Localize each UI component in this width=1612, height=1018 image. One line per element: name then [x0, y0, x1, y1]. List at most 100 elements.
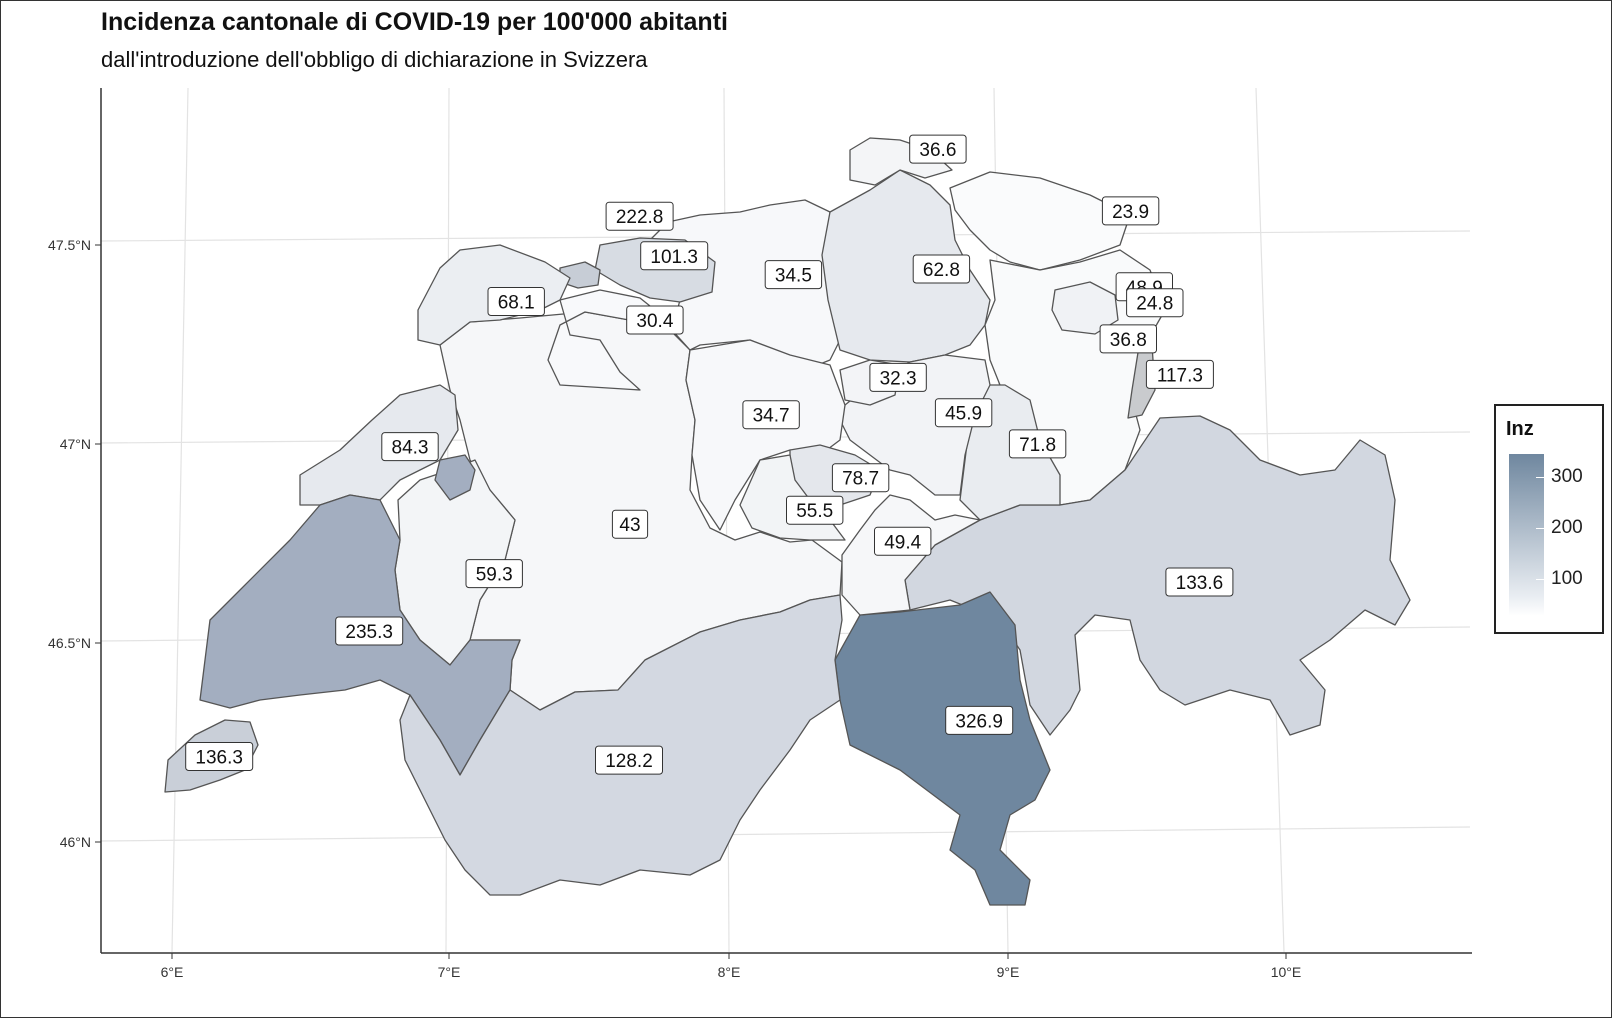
x-tick-label: 7°E — [438, 964, 461, 980]
value-label-box — [626, 305, 684, 335]
value-label-text: 36.6 — [919, 140, 956, 161]
legend-colorbar — [1509, 454, 1544, 616]
value-label-box — [912, 254, 971, 284]
legend-tick-label: 100 — [1551, 568, 1583, 589]
value-label-box — [1099, 324, 1157, 354]
value-label: 235.3 — [335, 616, 404, 646]
value-label: 36.6 — [909, 134, 967, 164]
value-label: 84.3 — [381, 432, 439, 462]
value-label-text: 71.8 — [1019, 435, 1056, 456]
value-label-text: 34.5 — [775, 266, 812, 287]
value-label: 117.3 — [1145, 359, 1214, 389]
legend-tick-mark — [1536, 579, 1544, 580]
value-label-box — [487, 287, 545, 316]
x-tick-label: 6°E — [161, 964, 184, 980]
value-label-box — [1126, 288, 1184, 318]
value-label: 55.5 — [786, 495, 844, 525]
value-label-box — [909, 134, 967, 164]
value-label-box — [1008, 429, 1067, 459]
value-label: 24.8 — [1126, 288, 1184, 318]
legend: Inz 300 200 100 — [1494, 404, 1604, 634]
value-label-box — [934, 398, 993, 428]
value-label: 34.5 — [764, 260, 823, 290]
value-label-box — [764, 260, 823, 290]
canton-lucerne — [685, 339, 846, 531]
value-label-text: 34.7 — [753, 406, 790, 427]
y-tick-label: 47.5°N — [48, 237, 91, 253]
legend-tick-mark — [1536, 528, 1544, 529]
value-label-box — [381, 432, 439, 462]
value-label: 36.8 — [1099, 324, 1157, 354]
value-label: 326.9 — [945, 705, 1014, 735]
value-label: 133.6 — [1165, 567, 1234, 597]
value-label: 23.9 — [1101, 196, 1160, 226]
value-label-text: 326.9 — [955, 711, 1003, 732]
value-label: 59.3 — [465, 559, 523, 589]
legend-title: Inz — [1506, 418, 1534, 440]
value-label: 34.7 — [742, 400, 800, 430]
value-label: 62.8 — [912, 254, 971, 284]
value-label-text: 24.8 — [1136, 294, 1173, 315]
canton-vaud-enclave — [434, 454, 476, 501]
value-labels: 36.6222.8101.323.934.562.868.148.924.830… — [185, 134, 1234, 775]
value-label-text: 32.3 — [880, 368, 917, 389]
value-label-box — [831, 463, 890, 493]
value-label-text: 235.3 — [345, 622, 393, 643]
value-label-box — [1145, 359, 1214, 389]
value-label-text: 78.7 — [842, 469, 879, 490]
x-tick-label: 10°E — [1271, 964, 1302, 980]
value-label-text: 59.3 — [476, 565, 513, 586]
value-label-box — [874, 526, 932, 556]
value-label: 78.7 — [831, 463, 890, 493]
value-label-box — [742, 400, 800, 430]
value-label: 30.4 — [626, 305, 684, 335]
legend-tick-mark — [1536, 477, 1544, 478]
legend-tick-label: 300 — [1551, 466, 1583, 487]
value-label-text: 128.2 — [605, 751, 653, 772]
x-axis-ticks: 6°E 7°E 8°E 9°E 10°E — [161, 953, 1302, 980]
value-label-box — [786, 495, 844, 525]
value-label-text: 84.3 — [392, 438, 429, 459]
map-subtitle: dall'introduzione dell'obbligo di dichia… — [101, 47, 648, 72]
value-label-box — [335, 616, 404, 646]
value-label-text: 45.9 — [945, 404, 982, 425]
canton-thurgau — [949, 171, 1131, 271]
value-label-box — [595, 745, 663, 775]
value-label-box — [611, 509, 649, 539]
value-label: 68.1 — [487, 287, 545, 316]
value-label-box — [945, 705, 1014, 735]
y-tick-label: 46°N — [60, 834, 91, 850]
y-tick-label: 47°N — [60, 436, 91, 452]
value-label: 71.8 — [1008, 429, 1067, 459]
value-label-text: 68.1 — [498, 293, 535, 314]
value-label-box — [605, 201, 674, 231]
value-label-text: 136.3 — [195, 748, 243, 769]
value-label-text: 55.5 — [796, 501, 833, 522]
canton-valais — [399, 594, 843, 896]
value-label-text: 101.3 — [650, 247, 698, 268]
value-label-box — [185, 742, 254, 771]
value-label-text: 49.4 — [884, 532, 921, 553]
value-label-text: 222.8 — [616, 207, 664, 228]
value-label-text: 133.6 — [1176, 573, 1224, 594]
value-label: 101.3 — [640, 241, 709, 271]
value-label-text: 62.8 — [923, 260, 960, 281]
value-label: 222.8 — [605, 201, 674, 231]
value-label: 45.9 — [934, 398, 993, 428]
value-label-text: 23.9 — [1112, 202, 1149, 223]
value-label: 49.4 — [874, 526, 932, 556]
x-tick-label: 8°E — [718, 964, 741, 980]
value-label-text: 36.8 — [1110, 330, 1147, 351]
value-label-box — [1165, 567, 1234, 597]
value-label-text: 30.4 — [636, 311, 673, 332]
value-label-text: 117.3 — [1157, 365, 1203, 386]
map-title: Incidenza cantonale di COVID-19 per 100'… — [101, 8, 728, 36]
value-label: 32.3 — [869, 362, 927, 392]
value-label-text: 43 — [619, 515, 640, 536]
value-label-box — [640, 241, 709, 271]
y-tick-label: 46.5°N — [48, 635, 91, 651]
x-tick-label: 9°E — [997, 964, 1020, 980]
value-label: 136.3 — [185, 742, 254, 771]
canton-ticino — [834, 591, 1051, 906]
